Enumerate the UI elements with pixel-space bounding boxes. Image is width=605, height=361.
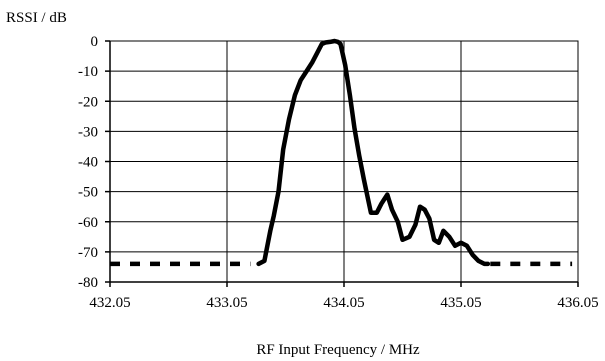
x-tick-label: 435.05 — [440, 295, 481, 311]
x-tick-label: 436.05 — [557, 295, 598, 311]
y-tick-label: -10 — [78, 64, 98, 80]
x-axis-ticks: 432.05 433.05 434.05 435.05 436.05 — [89, 282, 599, 311]
y-axis-title: RSSI / dB — [6, 10, 67, 26]
y-tick-label: -20 — [78, 94, 98, 110]
y-tick-label: -70 — [78, 245, 98, 261]
y-tick-label: -50 — [78, 185, 98, 201]
y-tick-label: 0 — [91, 34, 99, 50]
y-axis-ticks: 0 -10 -20 -30 -40 -50 -60 -70 -80 — [78, 34, 110, 291]
y-tick-label: -40 — [78, 155, 98, 171]
y-tick-label: -60 — [78, 215, 98, 231]
grid — [109, 40, 579, 283]
y-tick-label: -30 — [78, 124, 98, 140]
x-tick-label: 432.05 — [89, 295, 130, 311]
x-tick-label: 434.05 — [323, 295, 364, 311]
rssi-response-curve — [256, 38, 491, 267]
y-tick-label: -80 — [78, 275, 98, 291]
x-axis-title: RF Input Frequency / MHz — [256, 342, 420, 358]
x-tick-label: 433.05 — [206, 295, 247, 311]
series-layer — [110, 38, 573, 267]
